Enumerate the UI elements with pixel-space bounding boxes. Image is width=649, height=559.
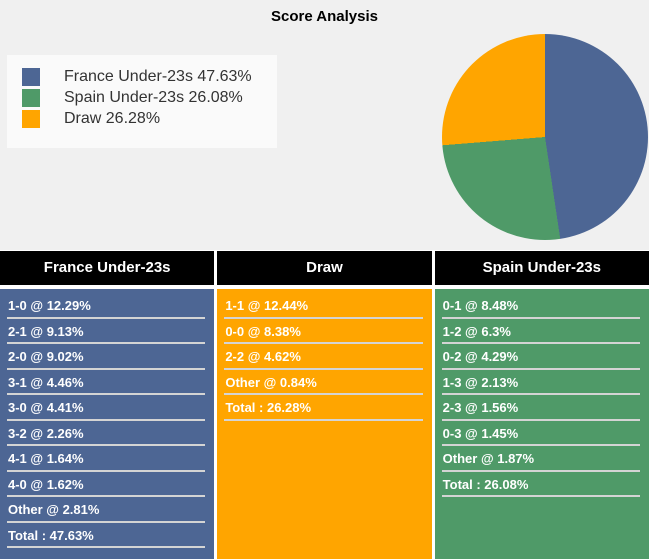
- table-spain: Spain Under-23s 0-1 @ 8.48% 1-2 @ 6.3% 0…: [434, 251, 649, 559]
- table-row: 1-3 @ 2.13%: [435, 370, 649, 396]
- table-row: 3-0 @ 4.41%: [0, 395, 214, 421]
- table-row: Other @ 0.84%: [217, 370, 431, 396]
- chart-area: Score Analysis France Under-23s 47.63% S…: [0, 0, 649, 250]
- table-row: 0-3 @ 1.45%: [435, 421, 649, 447]
- score-tables: France Under-23s 1-0 @ 12.29% 2-1 @ 9.13…: [0, 251, 649, 559]
- legend-item-france: France Under-23s 47.63%: [22, 66, 277, 87]
- table-row: 2-3 @ 1.56%: [435, 395, 649, 421]
- legend-swatch-draw: [22, 109, 40, 128]
- table-row-total: Total : 47.63%: [0, 523, 214, 549]
- table-header-draw: Draw: [217, 251, 432, 285]
- table-row: 1-0 @ 12.29%: [0, 293, 214, 319]
- table-row: 3-1 @ 4.46%: [0, 370, 214, 396]
- table-row: 4-1 @ 1.64%: [0, 446, 214, 472]
- legend-label-draw: Draw 26.28%: [64, 109, 161, 127]
- legend-label-france: France Under-23s 47.63%: [64, 67, 252, 85]
- table-row: 2-1 @ 9.13%: [0, 319, 214, 345]
- table-row: 2-0 @ 9.02%: [0, 344, 214, 370]
- table-draw: Draw 1-1 @ 12.44% 0-0 @ 8.38% 2-2 @ 4.62…: [217, 251, 432, 559]
- table-row: 0-2 @ 4.29%: [435, 344, 649, 370]
- chart-title: Score Analysis: [271, 8, 378, 25]
- legend-swatch-france: [22, 67, 40, 86]
- table-row: 2-2 @ 4.62%: [217, 344, 431, 370]
- table-row-total: Total : 26.08%: [435, 472, 649, 498]
- legend-item-draw: Draw 26.28%: [22, 108, 277, 129]
- table-row: 1-1 @ 12.44%: [217, 293, 431, 319]
- legend-swatch-spain: [22, 88, 40, 107]
- table-row: 4-0 @ 1.62%: [0, 472, 214, 498]
- table-row-total: Total : 26.28%: [217, 395, 431, 421]
- table-row: 3-2 @ 2.26%: [0, 421, 214, 447]
- legend-item-spain: Spain Under-23s 26.08%: [22, 87, 277, 108]
- table-row: 0-1 @ 8.48%: [435, 293, 649, 319]
- table-row: 1-2 @ 6.3%: [435, 319, 649, 345]
- table-france: France Under-23s 1-0 @ 12.29% 2-1 @ 9.13…: [0, 251, 215, 559]
- table-body-france: 1-0 @ 12.29% 2-1 @ 9.13% 2-0 @ 9.02% 3-1…: [0, 289, 215, 559]
- table-header-spain: Spain Under-23s: [434, 251, 649, 285]
- pie-legend: France Under-23s 47.63% Spain Under-23s …: [7, 55, 277, 148]
- table-row: 0-0 @ 8.38%: [217, 319, 431, 345]
- table-body-spain: 0-1 @ 8.48% 1-2 @ 6.3% 0-2 @ 4.29% 1-3 @…: [434, 289, 649, 559]
- table-header-france: France Under-23s: [0, 251, 215, 285]
- pie-chart: [442, 34, 648, 240]
- table-row: Other @ 2.81%: [0, 497, 214, 523]
- table-row: Other @ 1.87%: [435, 446, 649, 472]
- table-body-draw: 1-1 @ 12.44% 0-0 @ 8.38% 2-2 @ 4.62% Oth…: [217, 289, 432, 559]
- legend-label-spain: Spain Under-23s 26.08%: [64, 88, 243, 106]
